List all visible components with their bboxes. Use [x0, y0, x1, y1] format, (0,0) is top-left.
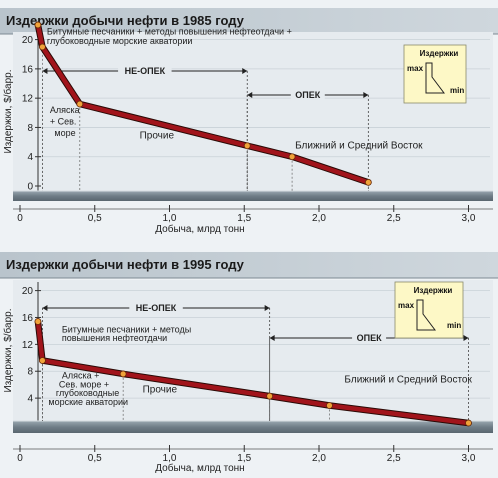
x-tick-label: 3,0	[462, 453, 476, 464]
y-tick-label: 4	[27, 152, 33, 163]
inset-title: Издержки	[414, 286, 453, 295]
y-axis-label: Издержки, $/барр.	[2, 69, 14, 153]
span-label-bg	[118, 64, 172, 77]
span-arrow-left	[42, 68, 48, 74]
x-tick-label: 0,5	[88, 213, 102, 224]
region-label: Прочие	[143, 385, 178, 396]
x-tick-label: 2,0	[312, 453, 326, 464]
y-tick-label: 4	[27, 394, 33, 405]
y-tick-label: 12	[22, 340, 34, 351]
x-tick-label: 3,0	[462, 213, 476, 224]
x-tick-label: 0	[17, 453, 23, 464]
y-tick-label: 0	[27, 182, 33, 193]
title-band	[0, 252, 498, 278]
span-label: НЕ-ОПЕК	[136, 303, 177, 313]
inset-box	[394, 281, 464, 339]
x-tick-label: 2,0	[312, 213, 326, 224]
span-label: ОПЕК	[295, 90, 320, 100]
baseline-floor	[13, 421, 493, 433]
region-label: повышения нефтеотдачи	[62, 333, 167, 343]
inset-min-label: min	[447, 321, 461, 330]
x-tick-label: 1,5	[237, 213, 251, 224]
inset-max-label: max	[398, 301, 415, 310]
region-label: Аляска	[50, 105, 80, 115]
y-tick-label: 20	[22, 35, 34, 46]
span-label-bg	[352, 331, 387, 344]
span-label-bg	[290, 88, 325, 101]
data-point	[34, 318, 42, 325]
span-arrow-left	[247, 92, 253, 98]
chart-title: Издержки добычи нефти в 1995 году	[6, 257, 245, 272]
cost-curve-line	[35, 22, 371, 185]
title-band	[0, 8, 498, 34]
x-tick-label: 0,5	[88, 453, 102, 464]
data-point	[39, 43, 46, 51]
y-tick-label: 16	[22, 64, 34, 75]
data-point	[465, 419, 472, 427]
x-axis-label: Добыча, млрд тонн	[155, 223, 244, 235]
y-tick-label: 12	[22, 94, 34, 105]
data-point	[364, 178, 372, 186]
region-label: Битумные песчаники + методы	[62, 324, 191, 334]
baseline-floor	[13, 191, 493, 201]
span-arrow-right	[463, 335, 469, 341]
region-label: Прочие	[140, 130, 175, 141]
x-tick-label: 1,5	[237, 453, 251, 464]
y-tick-label: 16	[22, 313, 34, 324]
y-tick-label: 8	[27, 367, 33, 378]
span-arrow-left	[269, 335, 275, 341]
x-tick-label: 2,5	[387, 213, 401, 224]
region-label: Ближний и Средний Восток	[295, 141, 423, 152]
span-arrow-right	[242, 68, 248, 74]
data-point	[243, 142, 251, 150]
inset-cost-shape-icon	[425, 62, 445, 94]
x-tick-label: 1,0	[163, 453, 177, 464]
region-label: море	[54, 128, 75, 138]
y-axis-label: Издержки, $/барр.	[2, 308, 14, 392]
span-arrow-right	[363, 92, 369, 98]
cost-curve-line	[35, 319, 471, 426]
span-label-bg	[129, 301, 183, 314]
span-arrow-left	[42, 305, 48, 311]
data-point	[288, 153, 296, 161]
region-label: Ближний и Средний Восток	[344, 375, 472, 386]
region-label: Сев. море +	[59, 379, 109, 389]
region-label: + Сев.	[50, 117, 77, 127]
data-point	[39, 357, 46, 364]
data-point	[266, 392, 274, 400]
inset-cost-shape-icon	[416, 299, 436, 331]
x-tick-label: 0	[17, 213, 23, 224]
span-label: НЕ-ОПЕК	[125, 66, 166, 76]
chart-title: Издержки добычи нефти в 1985 году	[6, 13, 245, 28]
y-tick-label: 20	[22, 286, 34, 297]
x-tick-label: 1,0	[163, 213, 177, 224]
data-point	[119, 370, 127, 378]
y-tick-label: 8	[27, 123, 33, 134]
span-label: ОПЕК	[357, 333, 382, 343]
panel-1995: Издержки добычи нефти в 1995 году 0 4 8 12 16…	[0, 252, 498, 474]
inset-max-label: max	[407, 64, 424, 73]
inset-min-label: min	[450, 86, 464, 95]
data-point	[34, 21, 42, 29]
span-arrow-right	[264, 305, 270, 311]
region-label: Аляска +	[62, 371, 100, 381]
data-point	[326, 402, 333, 409]
panel-1985: Издержки добычи нефти в 1985 году 0 4 8 12 16…	[0, 8, 498, 235]
region-label: глубоководные морские акватории	[47, 36, 193, 46]
x-axis-label: Добыча, млрд тонн	[155, 462, 244, 474]
data-point	[76, 100, 84, 108]
region-label: глубоководные	[56, 388, 119, 398]
region-label: морские акватории	[48, 397, 128, 407]
inset-title: Издержки	[420, 49, 459, 58]
region-label: Битумные песчаники + методы повышения не…	[47, 26, 292, 36]
x-tick-label: 2,5	[387, 453, 401, 464]
